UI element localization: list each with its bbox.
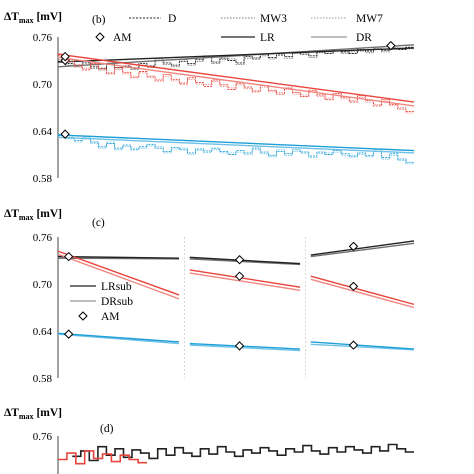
- panel-c-ylabel-unit: [mV]: [34, 208, 62, 220]
- legend-am-diamond-icon: [78, 311, 88, 321]
- segment-1-black-lrsub-line: [57, 255, 180, 259]
- panel-c-label: (c): [92, 217, 105, 229]
- segment-3-black-lrsub-line: [310, 240, 415, 256]
- series-blue-am-marker: [60, 129, 70, 139]
- segment-1-red-lrsub-line: [57, 250, 180, 296]
- panel-d-ylabel-unit: [mV]: [34, 407, 62, 419]
- panel-c-ylabel: ΔTmax [mV]: [4, 208, 62, 222]
- legend-mw7-label: MW7: [356, 13, 383, 25]
- series-black-d-line: [58, 46, 414, 70]
- segment-1-blue-drsub-line: [57, 333, 180, 345]
- panel-b-ylabel-sub: max: [19, 16, 34, 25]
- panel-c-yticks: 0.76 0.70 0.64 0.58: [33, 232, 53, 385]
- panel-d-ylabel-sub: max: [19, 412, 34, 421]
- panel-b-ytick: 0.76: [33, 32, 53, 44]
- segment-2-red-drsub-line: [189, 272, 301, 291]
- panel-d-ytick: 0.76: [33, 431, 53, 443]
- series-blue-d-line: [58, 135, 414, 163]
- panel-d-ylabel-main: ΔT: [4, 407, 19, 419]
- panel-b-yticks: 0.76 0.70 0.64 0.58: [33, 32, 53, 185]
- segment-2-red-lrsub-line: [189, 269, 301, 288]
- segment-3-red-am-marker: [348, 281, 359, 292]
- segment-3-blue-am-marker: [348, 340, 359, 350]
- segment-2-red-am-marker: [234, 271, 245, 281]
- svg-text:ΔTmax [mV]: ΔTmax [mV]: [4, 208, 62, 222]
- segment-2-blue-lrsub-line: [189, 342, 301, 350]
- panel-c-ytick: 0.64: [33, 326, 53, 338]
- series-blue-lr-line: [57, 134, 415, 152]
- series-blue-mw-line: [58, 133, 414, 165]
- segment-3-black-am-marker: [348, 241, 359, 252]
- legend-dr-label: DR: [356, 32, 372, 44]
- panel-c-plot-area: [57, 237, 415, 378]
- panel-c-ylabel-main: ΔT: [4, 208, 19, 220]
- legend-am-diamond-icon: [95, 32, 105, 42]
- series-red-d-line: [58, 54, 414, 112]
- legend-lrsub-label: LRsub: [101, 281, 132, 293]
- legend-d-label: D: [168, 13, 176, 25]
- panel-d-ylabel: ΔTmax [mV]: [4, 407, 62, 421]
- series-black-dr-line: [57, 44, 415, 68]
- panel-c-legend: LRsub DRsub AM: [70, 281, 133, 323]
- panel-c-ytick: 0.58: [33, 373, 53, 385]
- segment-3-blue-lrsub-line: [310, 341, 415, 350]
- panel-c-ylabel-sub: max: [19, 213, 34, 222]
- series-black-am-marker: [386, 40, 396, 51]
- legend-mw3-label: MW3: [260, 13, 287, 25]
- panel-d-label: (d): [100, 423, 114, 435]
- segment-1-blue-am-marker: [63, 329, 74, 339]
- segment-2-blue-drsub-line: [189, 344, 301, 352]
- segment-2-black-drsub-line: [189, 258, 301, 266]
- svg-text:ΔTmax [mV]: ΔTmax [mV]: [4, 407, 62, 421]
- panel-b-ytick: 0.58: [33, 173, 53, 185]
- panel-b: ΔTmax [mV] (b) D MW3 MW7 AM LR DR 0.76 0…: [4, 11, 415, 185]
- segment-3-black-drsub-line: [310, 242, 415, 258]
- panel-d-series-2-line: [58, 450, 147, 465]
- segment-2-black-am-marker: [234, 255, 245, 265]
- panel-c-ytick: 0.70: [33, 279, 53, 291]
- segment-2-black-lrsub-line: [189, 256, 301, 265]
- panel-d-series-1-line: [72, 443, 414, 462]
- panel-b-legend: D MW3 MW7 AM LR DR: [95, 13, 383, 44]
- panel-c-ytick: 0.76: [33, 232, 53, 244]
- panel-c: ΔTmax [mV] (c) 0.76 0.70 0.64 0.58 LRsub…: [4, 208, 415, 385]
- panel-b-ytick: 0.64: [33, 126, 53, 138]
- panel-d: ΔTmax [mV] (d) 0.76: [4, 407, 414, 474]
- panel-b-ylabel: ΔTmax [mV]: [4, 11, 62, 25]
- segment-2-blue-am-marker: [234, 341, 245, 351]
- legend-drsub-label: DRsub: [101, 296, 133, 308]
- series-red-mw-line: [58, 53, 414, 114]
- legend-am-label: AM: [113, 32, 132, 44]
- series-red-dr-line: [57, 56, 415, 107]
- series-red-lr-line: [57, 53, 415, 103]
- segment-1-red-drsub-line: [57, 253, 180, 300]
- series-red-am-marker: [60, 51, 70, 62]
- svg-text:ΔTmax [mV]: ΔTmax [mV]: [4, 11, 62, 25]
- panel-d-plot-area: [58, 443, 414, 465]
- series-blue-dr-line: [57, 136, 415, 154]
- segment-3-blue-drsub-line: [310, 343, 415, 351]
- legend-am-c-label: AM: [101, 311, 120, 323]
- series-black-lr-line: [57, 47, 415, 63]
- panel-b-plot-area: [57, 40, 415, 165]
- segment-1-black-am-marker: [63, 251, 74, 262]
- legend-lr-label: LR: [260, 32, 275, 44]
- panel-b-ylabel-main: ΔT: [4, 11, 19, 23]
- segment-3-red-lrsub-line: [310, 275, 415, 306]
- segment-3-red-drsub-line: [310, 278, 415, 309]
- segment-1-blue-lrsub-line: [57, 332, 180, 343]
- panel-b-ylabel-unit: [mV]: [34, 11, 62, 23]
- panel-b-label: (b): [92, 14, 106, 26]
- panel-b-ytick: 0.70: [33, 79, 53, 91]
